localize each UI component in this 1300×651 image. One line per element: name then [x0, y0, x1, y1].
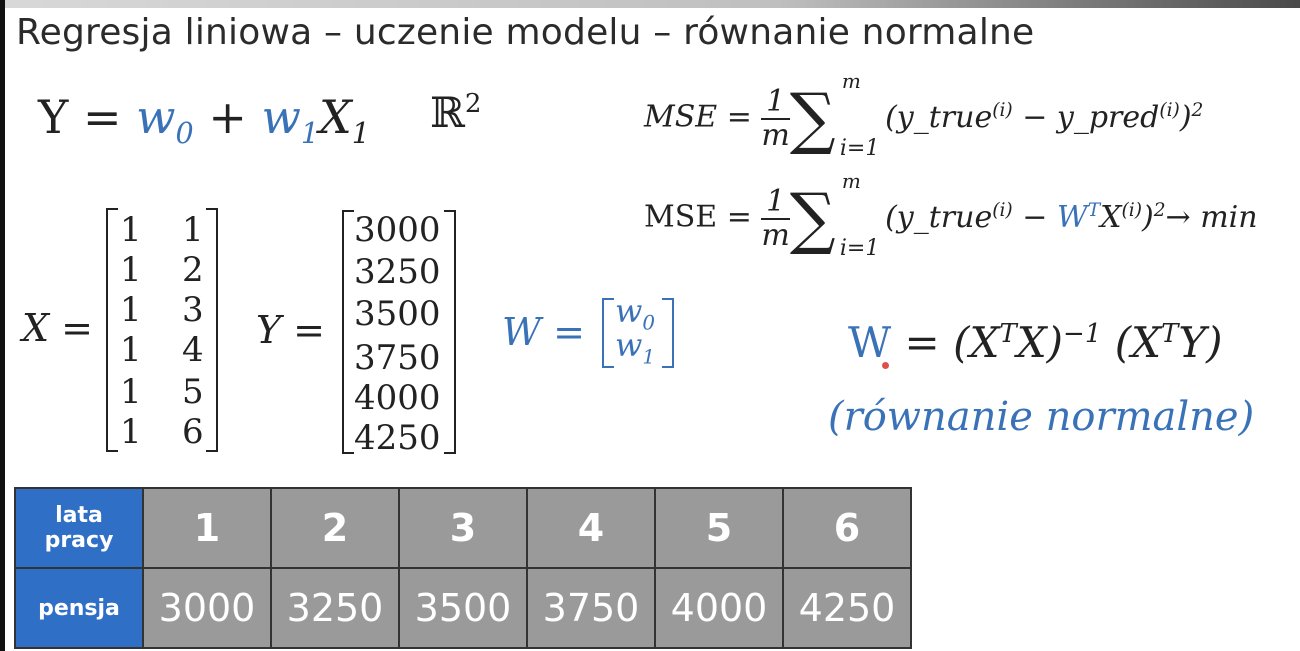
x-cell: 6 — [182, 412, 204, 452]
normal-eq-rhs: = (XTX)−1 (XTY) — [904, 318, 1223, 367]
x-cell: 1 — [120, 330, 142, 370]
normal-equation: W = (XTX)−1 (XTY) — [848, 318, 1223, 367]
y-matrix-label: Y = — [256, 308, 326, 352]
w0-cell: w0 — [615, 292, 656, 335]
salary-cell: 3000 — [142, 567, 272, 649]
salary-cell: 4250 — [782, 567, 912, 649]
plus: + — [208, 90, 247, 144]
mse1-body: (y_true(i) − y_pred(i))2 — [885, 99, 1204, 135]
left-edge — [0, 0, 5, 651]
salary-cell: 4000 — [654, 567, 784, 649]
x-cell: 1 — [120, 290, 142, 330]
r2-space: ℝ2 — [430, 88, 482, 137]
mse-formula-2: MSE = 1 m ∑ m i=1 (y_true(i) − WTX(i))2→ min — [644, 168, 1258, 261]
year-cell: 3 — [398, 487, 528, 569]
mse2-body: (y_true(i) − WTX(i))2→ min — [885, 199, 1258, 235]
model-equation: Y = w0 + w1X1 — [38, 90, 370, 150]
salary-header: pensja — [14, 567, 144, 649]
y-cell: 3250 — [354, 252, 441, 292]
y-cell: 4250 — [354, 418, 441, 458]
x-cell: 4 — [182, 330, 204, 370]
x1-term: X1 — [319, 90, 370, 151]
x-cell: 2 — [182, 250, 204, 290]
year-cell: 6 — [782, 487, 912, 569]
x-matrix: 1 1 1 2 1 3 1 4 1 5 1 6 — [106, 208, 218, 452]
equals: = — [83, 90, 122, 144]
page-title: Regresja liniowa – uczenie modelu – równ… — [16, 12, 1035, 53]
year-cell: 1 — [142, 487, 272, 569]
x-cell: 1 — [182, 210, 204, 250]
salary-cell: 3250 — [270, 567, 400, 649]
y-symbol: Y — [38, 90, 69, 144]
cursor-dot — [882, 362, 889, 369]
y-cell: 3000 — [354, 210, 441, 250]
mse-formula-1: MSE = 1 m ∑ m i=1 (y_true(i) − y_pred(i))2 — [644, 68, 1204, 161]
w-symbol: W — [848, 318, 892, 367]
year-cell: 5 — [654, 487, 784, 569]
y-cell: 4000 — [354, 378, 441, 418]
data-table: lata pracy 1 2 3 4 5 6 pensja 3000 3250 3… — [14, 487, 912, 649]
table-row: lata pracy 1 2 3 4 5 6 — [14, 487, 912, 569]
mse2-sum: ∑ m i=1 — [789, 168, 880, 261]
y-cell: 3500 — [354, 294, 441, 334]
mse2-lhs: MSE = — [644, 199, 752, 235]
w-vector-label: W = — [502, 310, 585, 354]
salary-cell: 3750 — [526, 567, 656, 649]
year-cell: 2 — [270, 487, 400, 569]
x-cell: 3 — [182, 290, 204, 330]
x-cell: 1 — [120, 412, 142, 452]
x-cell: 1 — [120, 372, 142, 412]
w0-term: w0 — [136, 90, 194, 151]
x-cell: 5 — [182, 372, 204, 412]
years-header: lata pracy — [14, 487, 144, 569]
y-matrix: 3000 3250 3500 3750 4000 4250 — [342, 210, 456, 458]
w-vector: w0 w1 — [602, 292, 674, 369]
year-cell: 4 — [526, 487, 656, 569]
x-matrix-label: X = — [22, 306, 93, 350]
salary-cell: 3500 — [398, 567, 528, 649]
x-cell: 1 — [120, 250, 142, 290]
w1-term: w1 — [261, 90, 320, 151]
normal-equation-label: (równanie normalne) — [828, 394, 1255, 440]
mse1-sum: ∑ m i=1 — [789, 68, 880, 161]
mse1-lhs: MSE = — [644, 99, 752, 135]
x-cell: 1 — [120, 210, 142, 250]
table-row: pensja 3000 3250 3500 3750 4000 4250 — [14, 567, 912, 649]
top-bar — [0, 0, 1300, 8]
w1-cell: w1 — [615, 326, 656, 369]
y-cell: 3750 — [354, 338, 441, 378]
